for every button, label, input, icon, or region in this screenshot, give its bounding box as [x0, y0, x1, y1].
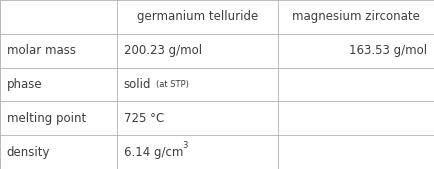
Text: melting point: melting point — [7, 112, 86, 125]
Text: solid: solid — [124, 78, 151, 91]
Text: magnesium zirconate: magnesium zirconate — [292, 10, 420, 23]
Text: 200.23 g/mol: 200.23 g/mol — [124, 44, 202, 57]
Text: density: density — [7, 146, 50, 159]
Text: (at STP): (at STP) — [156, 80, 189, 89]
Text: phase: phase — [7, 78, 42, 91]
Text: 6.14 g/cm: 6.14 g/cm — [124, 146, 183, 159]
Text: 3: 3 — [182, 141, 187, 150]
Text: germanium telluride: germanium telluride — [137, 10, 258, 23]
Text: 163.53 g/mol: 163.53 g/mol — [349, 44, 427, 57]
Text: 725 °C: 725 °C — [124, 112, 164, 125]
Text: molar mass: molar mass — [7, 44, 76, 57]
